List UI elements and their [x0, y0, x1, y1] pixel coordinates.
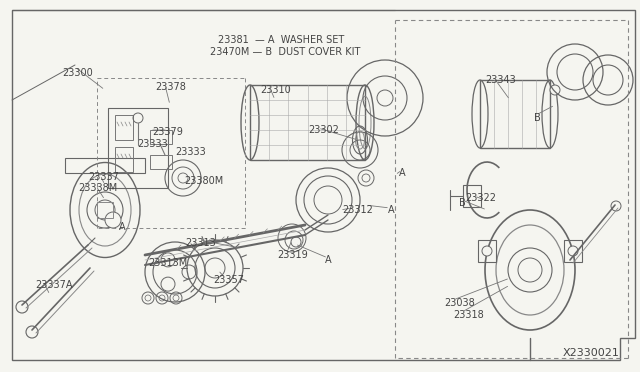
- Bar: [250, 85, 365, 160]
- Bar: [65, 158, 145, 173]
- Text: B: B: [459, 198, 466, 208]
- Text: 23333: 23333: [137, 139, 168, 149]
- Bar: [108, 108, 168, 188]
- Text: 23310: 23310: [260, 85, 291, 95]
- Bar: [97, 202, 113, 218]
- Text: 23300: 23300: [62, 68, 93, 78]
- Text: 23357: 23357: [213, 275, 244, 285]
- Circle shape: [550, 85, 560, 95]
- Text: 23343: 23343: [485, 75, 516, 85]
- Text: B: B: [534, 113, 541, 123]
- Bar: [480, 80, 550, 148]
- Bar: [564, 240, 582, 262]
- Text: 23322: 23322: [465, 193, 496, 203]
- Text: 23380M: 23380M: [184, 176, 223, 186]
- Circle shape: [16, 301, 28, 313]
- Text: 23302: 23302: [308, 125, 339, 135]
- Circle shape: [611, 201, 621, 211]
- Bar: [478, 240, 496, 262]
- Text: 23470M — B  DUST COVER KIT: 23470M — B DUST COVER KIT: [210, 47, 360, 57]
- Circle shape: [568, 246, 578, 256]
- Text: 23337A: 23337A: [35, 280, 72, 290]
- Text: 23338M: 23338M: [78, 183, 117, 193]
- Text: 23379: 23379: [152, 127, 183, 137]
- Text: A: A: [399, 168, 406, 178]
- Text: 23313: 23313: [185, 238, 216, 248]
- Text: 23312: 23312: [342, 205, 373, 215]
- Text: A: A: [119, 222, 125, 232]
- Circle shape: [482, 246, 492, 256]
- Text: 23038: 23038: [444, 298, 475, 308]
- Text: 23313M: 23313M: [148, 258, 188, 268]
- Text: 23381  — A  WASHER SET: 23381 — A WASHER SET: [218, 35, 344, 45]
- Bar: [150, 155, 172, 169]
- Bar: [463, 185, 481, 207]
- Bar: [115, 115, 133, 140]
- Text: 23337: 23337: [88, 172, 119, 182]
- Bar: [115, 147, 133, 172]
- Text: X2330021: X2330021: [563, 348, 620, 358]
- Circle shape: [26, 326, 38, 338]
- Text: 23318: 23318: [453, 310, 484, 320]
- Text: 23378: 23378: [155, 82, 186, 92]
- Text: A: A: [388, 205, 395, 215]
- Text: 23319: 23319: [277, 250, 308, 260]
- Text: 23333: 23333: [175, 147, 205, 157]
- Bar: [150, 130, 172, 144]
- Circle shape: [105, 212, 121, 228]
- Text: A: A: [325, 255, 332, 265]
